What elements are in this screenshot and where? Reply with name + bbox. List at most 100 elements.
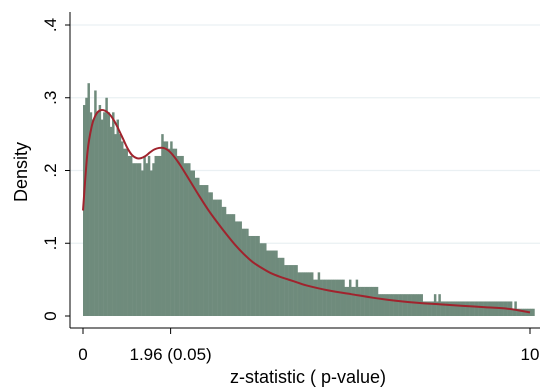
- x-tick-label: 1.96 (0.05): [129, 345, 211, 364]
- histogram-bar: [98, 105, 102, 317]
- histogram-bar: [167, 148, 171, 316]
- histogram-bar: [440, 301, 444, 316]
- histogram-bar: [120, 141, 124, 316]
- histogram-bar: [147, 155, 151, 316]
- histogram-bar: [196, 177, 200, 316]
- histogram-bar: [214, 199, 218, 316]
- histogram-bar: [248, 235, 251, 316]
- histogram-bar: [313, 279, 316, 316]
- histogram-bar: [156, 155, 160, 316]
- histogram-bar: [174, 148, 178, 316]
- histogram-bar: [87, 83, 90, 316]
- histogram-bar: [451, 301, 455, 316]
- histogram-bar: [132, 163, 135, 316]
- histogram-bar: [272, 250, 276, 316]
- histogram-bar: [158, 155, 162, 316]
- histogram-bar: [181, 155, 184, 316]
- histogram-bar: [355, 279, 359, 316]
- histogram-bar: [348, 279, 352, 316]
- histogram-bar: [400, 294, 403, 316]
- histogram-bar: [351, 286, 354, 316]
- histogram-bar: [530, 308, 533, 316]
- histogram-bar: [134, 163, 137, 316]
- histogram-bar: [152, 163, 155, 316]
- histogram-bar: [395, 294, 399, 316]
- histogram-bar: [176, 155, 180, 316]
- x-axis-ticks: 0 1.96 (0.05) 10: [78, 328, 539, 364]
- histogram-bar: [518, 308, 522, 316]
- histogram-bar: [483, 301, 486, 316]
- histogram-bar: [431, 301, 435, 316]
- histogram-bar: [295, 265, 298, 316]
- histogram-bar: [103, 112, 106, 316]
- histogram-bar: [371, 286, 374, 316]
- histogram-bar: [335, 279, 339, 316]
- histogram-bar: [255, 235, 258, 316]
- histogram-bar: [107, 112, 111, 316]
- histogram-bar: [290, 265, 294, 316]
- histogram-bar: [257, 235, 260, 316]
- histogram-bar: [270, 250, 274, 316]
- histogram-bar: [324, 279, 327, 316]
- histogram-bar: [179, 155, 182, 316]
- y-tick-label: .4: [41, 18, 60, 32]
- histogram-bar: [331, 279, 334, 316]
- histogram-bar: [185, 163, 189, 316]
- histogram-bar: [288, 265, 292, 316]
- histogram-bar: [138, 163, 142, 316]
- density-curve: [82, 108, 531, 314]
- histogram-bar: [333, 279, 336, 316]
- histogram-bar: [192, 170, 195, 316]
- histogram-bar: [337, 279, 341, 316]
- histogram-bar: [389, 294, 392, 316]
- histogram-bar: [275, 250, 278, 316]
- histogram-bar: [234, 221, 238, 316]
- histogram-bar: [141, 170, 144, 316]
- histogram-bar: [456, 301, 459, 316]
- histogram-bar: [277, 257, 280, 316]
- histogram-bar: [411, 294, 415, 316]
- histogram-bar: [346, 286, 350, 316]
- histogram-bar: [386, 294, 390, 316]
- histogram-bar: [246, 228, 249, 316]
- histogram-bar: [391, 294, 394, 316]
- histogram-bar: [223, 206, 227, 316]
- y-tick-label: .1: [41, 236, 60, 250]
- histogram-bar: [340, 279, 343, 316]
- histogram-bar: [226, 214, 229, 316]
- histogram-bar: [266, 250, 269, 316]
- histogram-bars: [83, 83, 535, 317]
- histogram-bar: [373, 286, 377, 316]
- histogram-bar: [384, 294, 388, 316]
- histogram-bar: [404, 294, 408, 316]
- histogram-bar: [375, 286, 379, 316]
- histogram-bar: [194, 177, 198, 316]
- histogram-bar: [328, 279, 332, 316]
- histogram-bar: [165, 141, 169, 316]
- histogram-bar: [407, 294, 410, 316]
- histogram-bar: [239, 221, 242, 316]
- histogram-bar: [150, 170, 153, 316]
- histogram-bar: [297, 272, 301, 316]
- histogram-bar: [424, 301, 428, 316]
- histogram-bar: [532, 308, 535, 316]
- histogram-bar: [306, 272, 309, 316]
- histogram-bar: [123, 148, 126, 316]
- histogram-bar: [487, 301, 491, 316]
- histogram-bar: [243, 228, 247, 316]
- histogram-bar: [208, 192, 211, 316]
- histogram-bar: [512, 308, 515, 316]
- histogram-bar: [221, 206, 225, 316]
- x-axis-title: z-statistic ( p-value): [230, 367, 386, 387]
- histogram-bar: [317, 272, 321, 316]
- histogram-bar: [96, 112, 99, 316]
- histogram-bar: [279, 257, 283, 316]
- histogram-bar: [91, 119, 95, 316]
- histogram-bar: [212, 199, 216, 316]
- histogram-bar: [308, 272, 312, 316]
- histogram-bar: [474, 301, 477, 316]
- histogram-bar: [228, 214, 231, 316]
- histogram-bar: [492, 301, 495, 316]
- histogram-bar: [127, 155, 131, 316]
- histogram-bar: [190, 170, 193, 316]
